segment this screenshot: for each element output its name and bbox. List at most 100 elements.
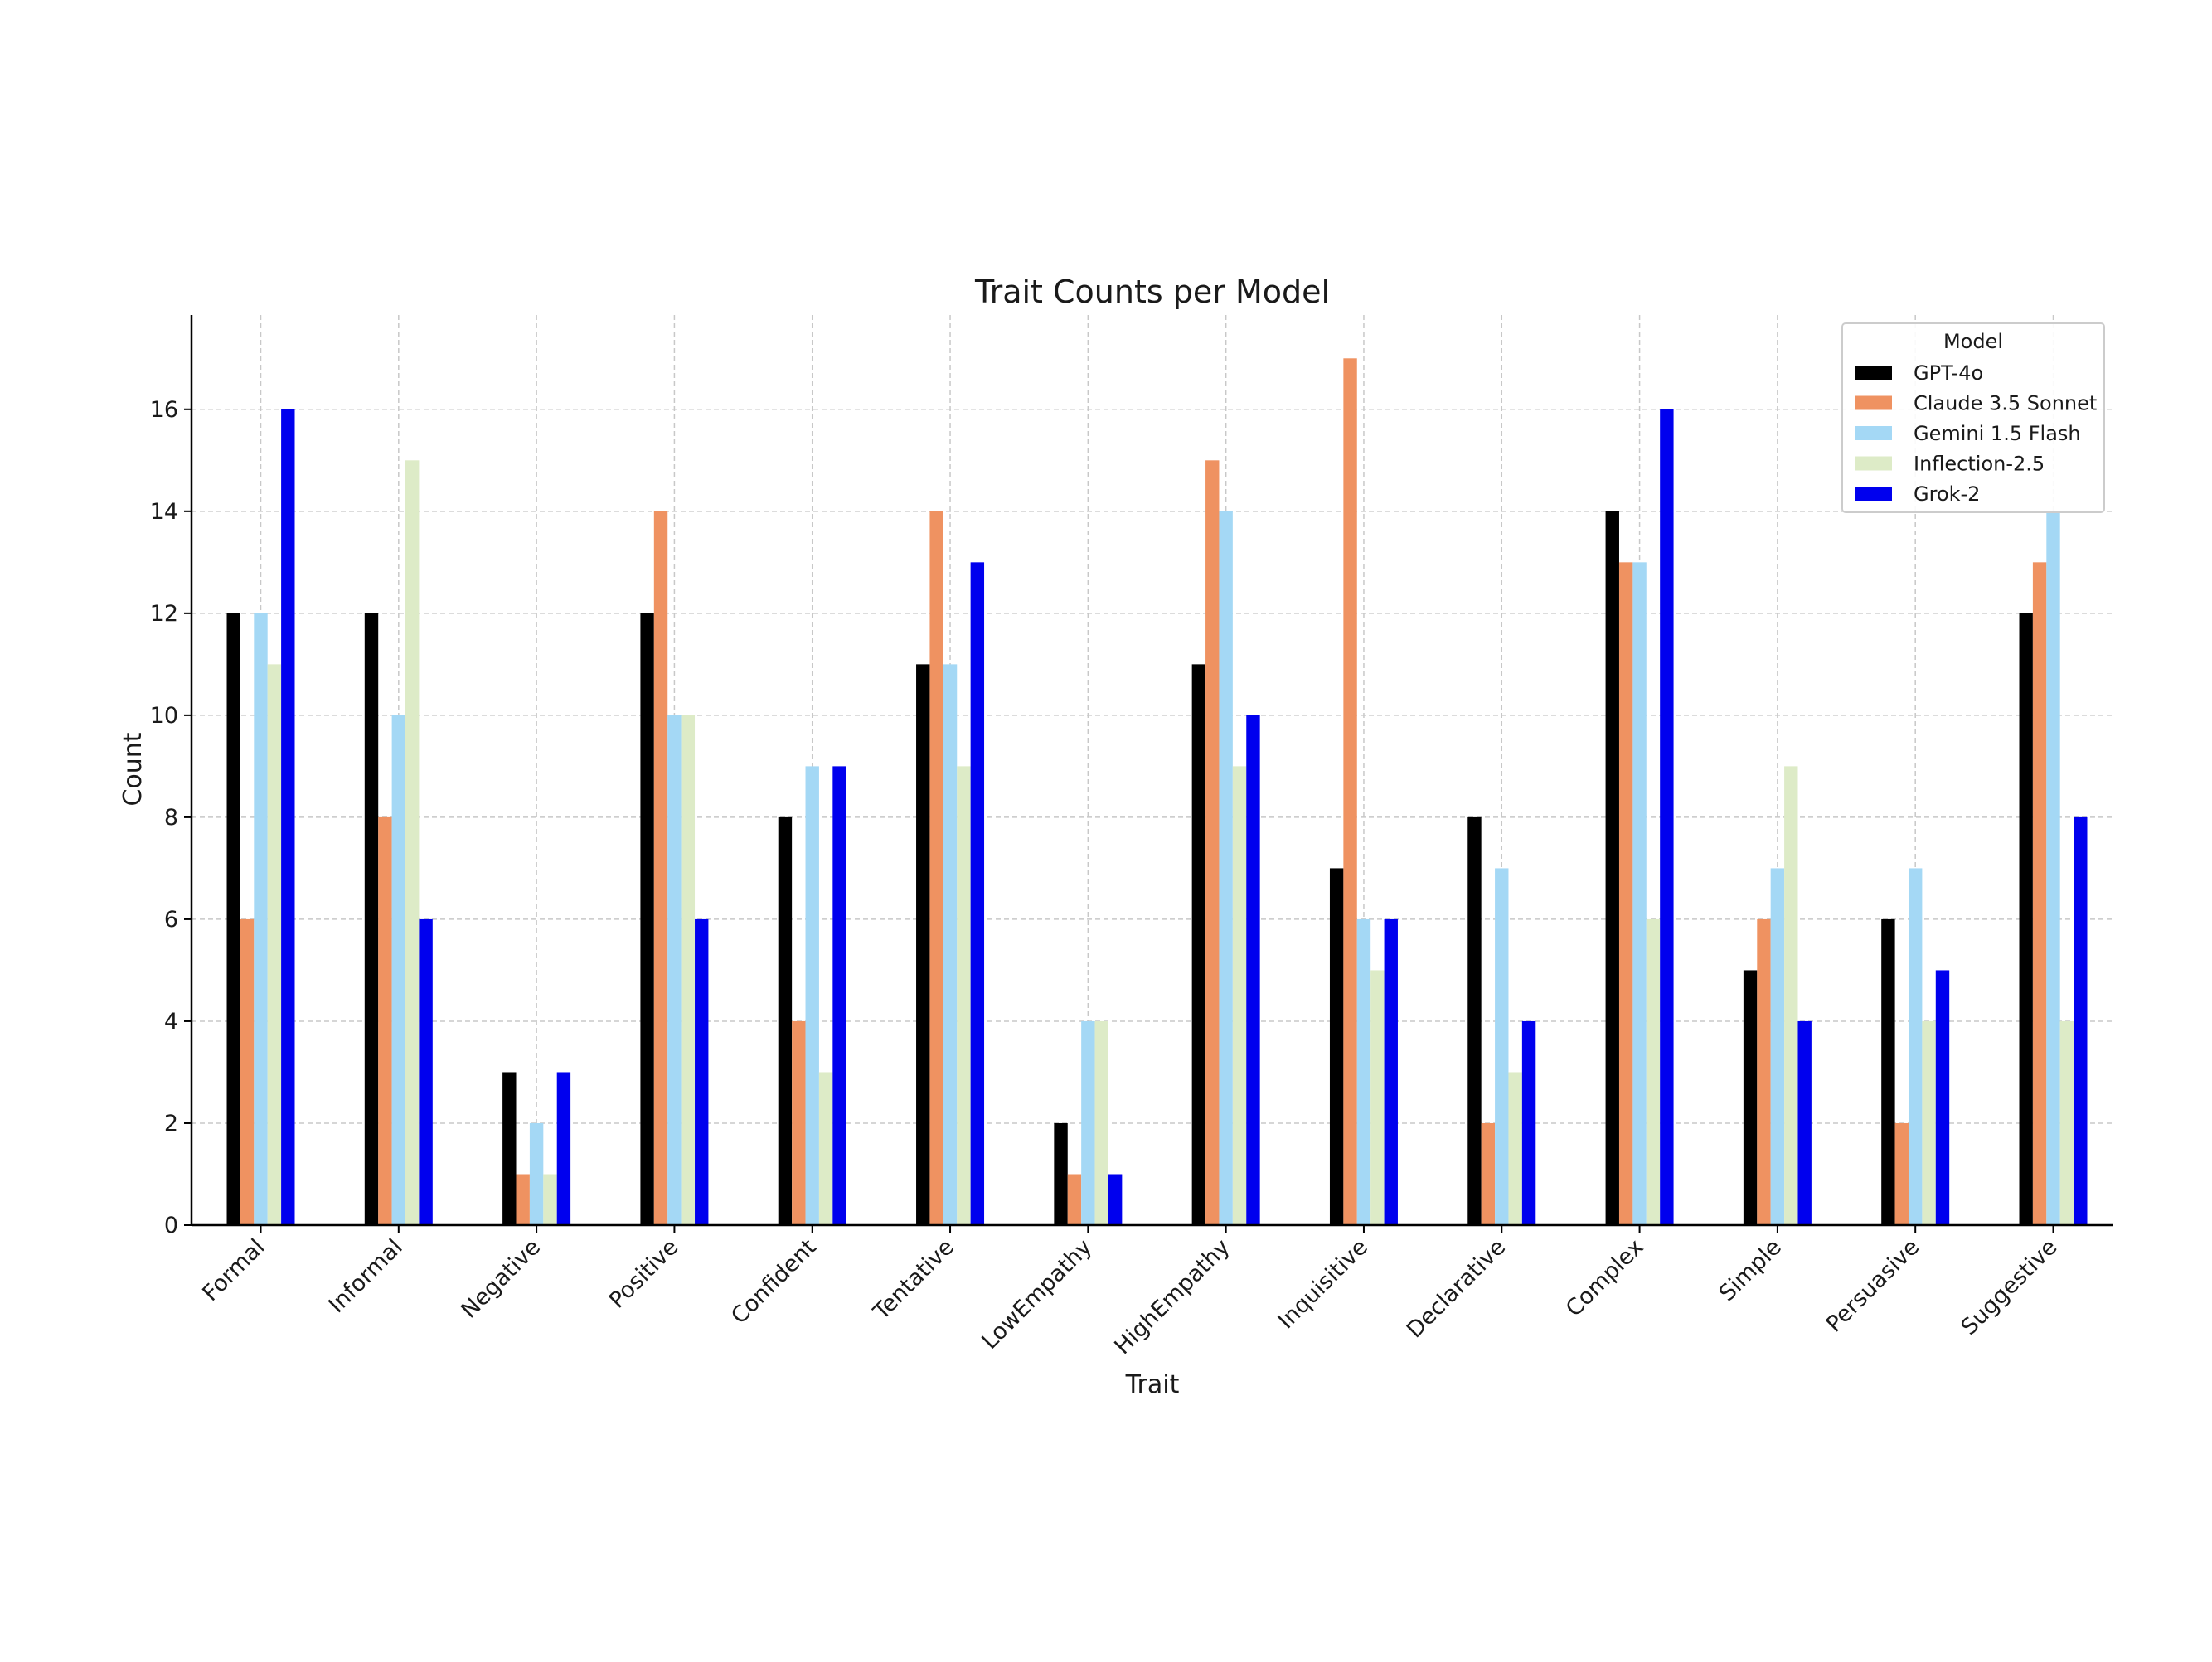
bar-gemini-1-5-flash-lowempathy xyxy=(1081,1020,1095,1225)
bar-gpt-4o-positive xyxy=(640,613,654,1225)
bar-inflection-2-5-informal xyxy=(405,460,420,1225)
bar-claude-3-5-sonnet-positive xyxy=(653,511,668,1225)
bar-grok-2-formal xyxy=(281,409,295,1225)
bar-gemini-1-5-flash-highempathy xyxy=(1219,511,1233,1225)
x-tick-label: Suggestive xyxy=(1957,1234,2063,1340)
bar-gpt-4o-lowempathy xyxy=(1054,1122,1068,1225)
legend-label: Claude 3.5 Sonnet xyxy=(1914,392,2097,415)
bar-claude-3-5-sonnet-persuasive xyxy=(1894,1122,1909,1225)
bar-claude-3-5-sonnet-declarative xyxy=(1481,1122,1496,1225)
bar-grok-2-informal xyxy=(419,918,433,1225)
x-tick-label: Formal xyxy=(197,1234,269,1306)
bar-gemini-1-5-flash-informal xyxy=(391,715,406,1225)
bar-gemini-1-5-flash-persuasive xyxy=(1908,868,1923,1225)
bar-grok-2-highempathy xyxy=(1246,715,1260,1225)
legend-label: GPT-4o xyxy=(1914,361,1983,385)
bar-inflection-2-5-highempathy xyxy=(1232,766,1247,1225)
bar-grok-2-simple xyxy=(1797,1020,1812,1225)
bar-claude-3-5-sonnet-informal xyxy=(378,816,392,1225)
bars xyxy=(226,358,2088,1226)
bar-inflection-2-5-persuasive xyxy=(1922,1020,1936,1225)
bar-claude-3-5-sonnet-confident xyxy=(792,1020,806,1225)
y-tick-label: 10 xyxy=(150,703,178,729)
bar-claude-3-5-sonnet-lowempathy xyxy=(1067,1174,1082,1225)
bar-grok-2-declarative xyxy=(1521,1020,1536,1225)
legend-swatch xyxy=(1855,395,1892,410)
legend: Model GPT-4o Claude 3.5 Sonnet Gemini 1.5 … xyxy=(1841,322,2105,513)
bar-inflection-2-5-complex xyxy=(1646,918,1661,1225)
legend-swatch xyxy=(1855,487,1892,501)
bar-gemini-1-5-flash-confident xyxy=(805,766,819,1225)
bar-grok-2-positive xyxy=(695,918,709,1225)
bar-gpt-4o-confident xyxy=(778,816,793,1225)
bar-claude-3-5-sonnet-complex xyxy=(1618,562,1633,1225)
bar-gpt-4o-complex xyxy=(1605,511,1619,1225)
y-tick-label: 8 xyxy=(164,805,178,831)
bar-grok-2-negative xyxy=(556,1072,571,1225)
bar-gemini-1-5-flash-suggestive xyxy=(2046,511,2060,1225)
bar-gpt-4o-informal xyxy=(364,613,379,1225)
bar-gpt-4o-declarative xyxy=(1467,816,1482,1225)
legend-swatch xyxy=(1855,426,1892,440)
bar-claude-3-5-sonnet-tentative xyxy=(929,511,943,1225)
bar-inflection-2-5-lowempathy xyxy=(1094,1020,1108,1225)
bar-inflection-2-5-tentative xyxy=(957,766,971,1225)
grid-lines xyxy=(192,315,2113,1225)
bar-claude-3-5-sonnet-simple xyxy=(1757,918,1771,1225)
y-tick-label: 0 xyxy=(164,1213,178,1238)
bar-gemini-1-5-flash-tentative xyxy=(943,664,958,1225)
y-axis-label: Count xyxy=(119,732,148,806)
bar-grok-2-suggestive xyxy=(2074,816,2088,1225)
x-tick-label: Informal xyxy=(324,1234,408,1318)
x-tick-label: LowEmpathy xyxy=(977,1234,1097,1354)
bar-grok-2-lowempathy xyxy=(1108,1174,1123,1225)
legend-swatch xyxy=(1855,366,1892,380)
x-tick-label: Negative xyxy=(456,1234,546,1324)
legend-title: Model xyxy=(1943,330,2003,353)
legend-label: Inflection-2.5 xyxy=(1914,453,2045,476)
bar-gemini-1-5-flash-complex xyxy=(1632,562,1647,1225)
legend-box xyxy=(1841,322,2105,513)
bar-gpt-4o-tentative xyxy=(916,664,930,1225)
bar-claude-3-5-sonnet-formal xyxy=(240,918,255,1225)
x-tick-label: HighEmpathy xyxy=(1109,1234,1235,1359)
bar-gpt-4o-suggestive xyxy=(2019,613,2033,1225)
bar-claude-3-5-sonnet-negative xyxy=(516,1174,530,1225)
bar-gpt-4o-persuasive xyxy=(1881,918,1895,1225)
x-tick-label: Simple xyxy=(1715,1234,1787,1306)
x-tick-label: Positive xyxy=(604,1234,684,1314)
bar-grok-2-complex xyxy=(1660,409,1674,1225)
legend-swatch xyxy=(1855,456,1892,471)
bar-inflection-2-5-confident xyxy=(818,1072,833,1225)
bar-inflection-2-5-simple xyxy=(1784,766,1798,1225)
y-tick-label: 14 xyxy=(150,499,178,525)
bar-inflection-2-5-formal xyxy=(267,664,282,1225)
legend-label: Gemini 1.5 Flash xyxy=(1914,422,2081,445)
x-tick-label: Tentative xyxy=(868,1234,959,1325)
x-tick-label: Inquisitive xyxy=(1273,1234,1373,1334)
y-tick-label: 4 xyxy=(164,1009,178,1035)
bar-claude-3-5-sonnet-highempathy xyxy=(1205,460,1220,1225)
bar-grok-2-confident xyxy=(832,766,846,1225)
y-tick-label: 6 xyxy=(164,907,178,933)
bar-gpt-4o-highempathy xyxy=(1191,664,1206,1225)
bar-gemini-1-5-flash-inquisitive xyxy=(1356,918,1371,1225)
bar-claude-3-5-sonnet-suggestive xyxy=(2032,562,2047,1225)
bar-gemini-1-5-flash-declarative xyxy=(1495,868,1509,1225)
bar-gemini-1-5-flash-simple xyxy=(1770,868,1785,1225)
bar-gemini-1-5-flash-positive xyxy=(667,715,682,1225)
legend-label: Grok-2 xyxy=(1914,482,1980,506)
chart-title: Trait Counts per Model xyxy=(974,274,1330,310)
bar-inflection-2-5-negative xyxy=(543,1174,557,1225)
bar-gemini-1-5-flash-negative xyxy=(529,1122,544,1225)
bar-inflection-2-5-suggestive xyxy=(2059,1020,2074,1225)
bar-grok-2-persuasive xyxy=(1935,970,1950,1225)
bar-gpt-4o-formal xyxy=(226,613,240,1225)
bar-gpt-4o-inquisitive xyxy=(1329,868,1344,1225)
bar-gemini-1-5-flash-formal xyxy=(254,613,268,1225)
axes xyxy=(190,315,2113,1227)
x-tick-label: Confident xyxy=(726,1234,822,1330)
bar-inflection-2-5-declarative xyxy=(1508,1072,1522,1225)
